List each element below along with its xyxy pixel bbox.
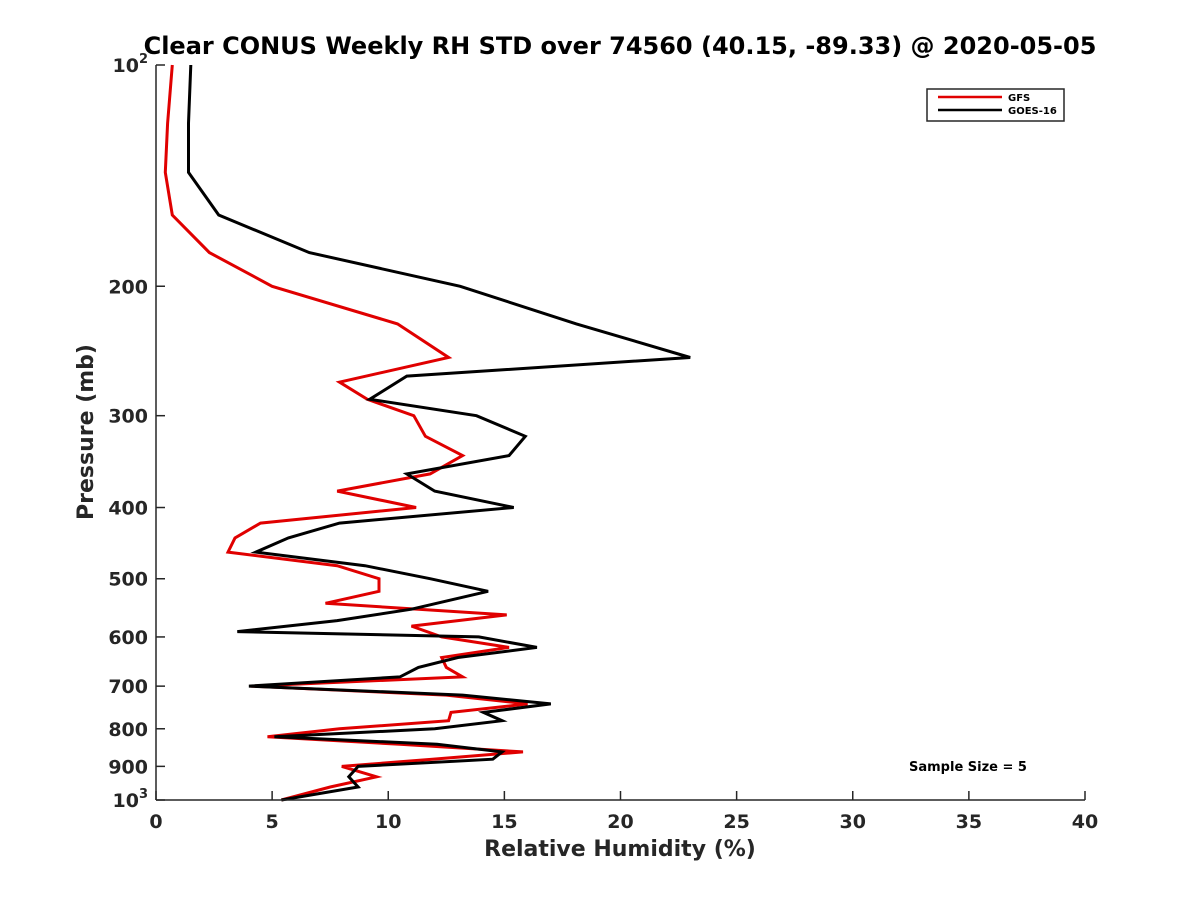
x-tick-label: 10 [375,811,401,833]
y-tick-label: 300 [108,406,148,428]
y-tick-label: 102 [113,52,149,77]
x-tick-label: 5 [266,811,279,833]
x-axis-label: Relative Humidity (%) [484,837,756,862]
legend-label-goes-16: GOES-16 [1008,106,1057,117]
sample-size-annotation: Sample Size = 5 [909,760,1027,775]
plot-area: 0 5 10 15 20 25 30 35 40 102 200 300 400 500 600 700 80… [108,52,1098,833]
x-tick-label: 15 [491,811,517,833]
y-axis-label: Pressure (mb) [74,344,99,520]
y-tick-label: 200 [108,276,148,298]
x-tick-label: 35 [956,811,982,833]
x-tick-label: 40 [1072,811,1098,833]
y-tick-label: 500 [108,569,148,591]
x-tick-label: 25 [723,811,749,833]
x-tick-label: 0 [149,811,162,833]
y-tick-label: 800 [108,719,148,741]
chart-title: Clear CONUS Weekly RH STD over 74560 (40… [144,32,1097,60]
plot-background [156,65,1085,800]
series-layer [163,64,691,802]
x-tick-label: 30 [840,811,866,833]
y-tick-label: 600 [108,627,148,649]
y-axis-ticks: 102 200 300 400 500 600 700 800 900 103 [108,52,165,812]
series-line-goes-16 [187,64,691,802]
legend-label-gfs: GFS [1008,93,1030,104]
y-tick-label: 700 [108,676,148,698]
y-tick-label: 103 [113,787,149,812]
x-tick-label: 20 [607,811,633,833]
y-tick-label: 900 [108,756,148,778]
legend-box [926,88,1065,122]
y-tick-label: 400 [108,498,148,520]
x-axis-ticks: 0 5 10 15 20 25 30 35 40 [149,791,1098,833]
legend: GFS GOES-16 [926,88,1065,122]
